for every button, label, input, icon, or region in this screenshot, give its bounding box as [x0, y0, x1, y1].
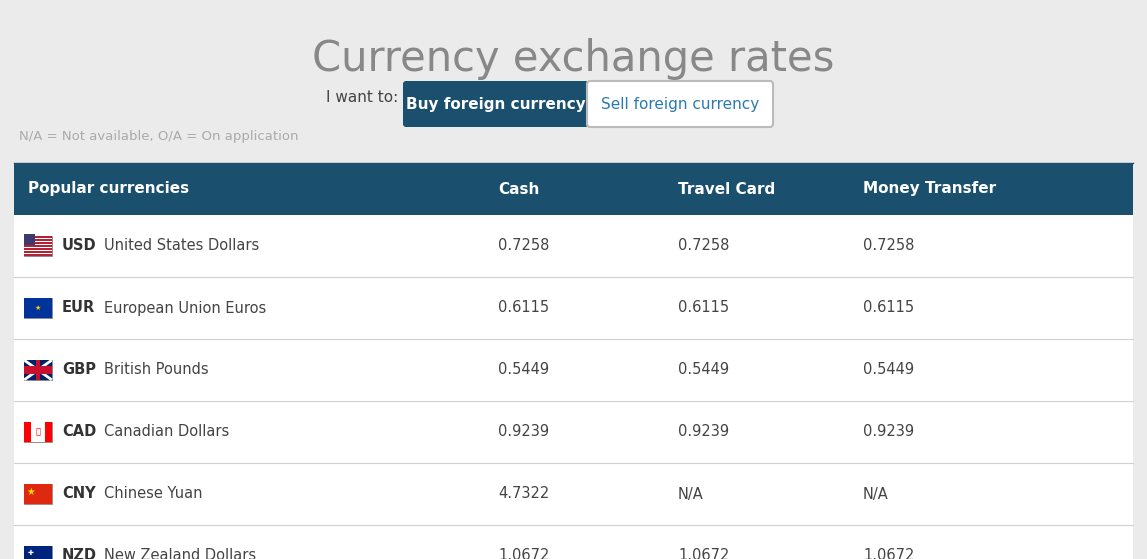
Text: 0.5449: 0.5449 — [678, 362, 729, 377]
Bar — [36, 360, 40, 380]
Text: 0.6115: 0.6115 — [863, 301, 914, 315]
Bar — [24, 484, 52, 504]
Text: United States Dollars: United States Dollars — [104, 239, 259, 253]
Bar — [14, 339, 1133, 401]
Bar — [24, 244, 52, 245]
Bar — [24, 250, 52, 252]
Text: N/A: N/A — [678, 486, 704, 501]
Text: Canadian Dollars: Canadian Dollars — [104, 424, 229, 439]
Bar — [24, 248, 52, 250]
Text: N/A = Not available, O/A = On application: N/A = Not available, O/A = On applicatio… — [19, 130, 298, 143]
Text: Travel Card: Travel Card — [678, 182, 775, 197]
Bar — [24, 253, 52, 254]
Bar — [14, 215, 1133, 277]
Text: 1.0672: 1.0672 — [678, 548, 729, 559]
Bar — [24, 239, 52, 240]
Text: ✚: ✚ — [28, 550, 34, 556]
Bar — [14, 525, 1133, 559]
Bar — [24, 360, 52, 380]
Text: 0.7258: 0.7258 — [678, 239, 729, 253]
Text: NZD: NZD — [62, 548, 97, 559]
Bar — [24, 422, 31, 442]
Bar — [24, 238, 52, 239]
Text: 0.6115: 0.6115 — [678, 301, 729, 315]
Text: Popular currencies: Popular currencies — [28, 182, 189, 197]
Text: USD: USD — [62, 239, 96, 253]
Text: Money Transfer: Money Transfer — [863, 182, 996, 197]
Text: 0.9239: 0.9239 — [498, 424, 549, 439]
Text: CAD: CAD — [62, 424, 96, 439]
Text: 0.5449: 0.5449 — [863, 362, 914, 377]
Bar — [24, 298, 52, 318]
FancyBboxPatch shape — [587, 81, 773, 127]
Text: 0.7258: 0.7258 — [498, 239, 549, 253]
Bar — [31, 422, 45, 442]
Bar — [14, 401, 1133, 463]
Text: Cash: Cash — [498, 182, 539, 197]
Text: 0.9239: 0.9239 — [678, 424, 729, 439]
Bar — [24, 236, 52, 238]
Bar — [14, 277, 1133, 339]
Bar — [45, 422, 52, 442]
Text: CNY: CNY — [62, 486, 95, 501]
Text: 1.0672: 1.0672 — [863, 548, 914, 559]
Text: 4.7322: 4.7322 — [498, 486, 549, 501]
Text: Currency exchange rates: Currency exchange rates — [312, 38, 835, 80]
Text: Sell foreign currency: Sell foreign currency — [601, 97, 759, 111]
Text: 0.9239: 0.9239 — [863, 424, 914, 439]
Bar — [24, 546, 52, 559]
Text: ★: ★ — [34, 305, 41, 311]
Bar — [24, 298, 52, 318]
Text: 🍁: 🍁 — [36, 428, 40, 437]
Text: 1.0672: 1.0672 — [498, 548, 549, 559]
Bar — [24, 556, 38, 559]
Bar — [24, 236, 52, 256]
Text: EUR: EUR — [62, 301, 95, 315]
Text: Chinese Yuan: Chinese Yuan — [104, 486, 203, 501]
FancyBboxPatch shape — [403, 81, 590, 127]
Bar — [24, 252, 52, 253]
Bar — [24, 484, 52, 504]
Text: GBP: GBP — [62, 362, 96, 377]
Text: 0.7258: 0.7258 — [863, 239, 914, 253]
Text: Buy foreign currency: Buy foreign currency — [406, 97, 586, 111]
Text: 0.6115: 0.6115 — [498, 301, 549, 315]
Bar — [24, 245, 52, 247]
Text: I want to:: I want to: — [326, 91, 398, 106]
Bar — [24, 360, 52, 380]
Bar — [24, 546, 52, 559]
Bar — [24, 240, 52, 242]
Text: ★: ★ — [26, 487, 36, 497]
Text: New Zealand Dollars: New Zealand Dollars — [104, 548, 256, 559]
Bar — [24, 254, 52, 256]
Text: European Union Euros: European Union Euros — [104, 301, 266, 315]
Bar — [24, 242, 52, 244]
Text: 0.5449: 0.5449 — [498, 362, 549, 377]
Text: N/A: N/A — [863, 486, 889, 501]
Bar — [24, 234, 36, 245]
Bar — [24, 422, 52, 442]
Bar — [24, 247, 52, 248]
Bar — [24, 366, 52, 374]
Bar — [14, 163, 1133, 215]
Text: British Pounds: British Pounds — [104, 362, 209, 377]
Bar — [14, 463, 1133, 525]
